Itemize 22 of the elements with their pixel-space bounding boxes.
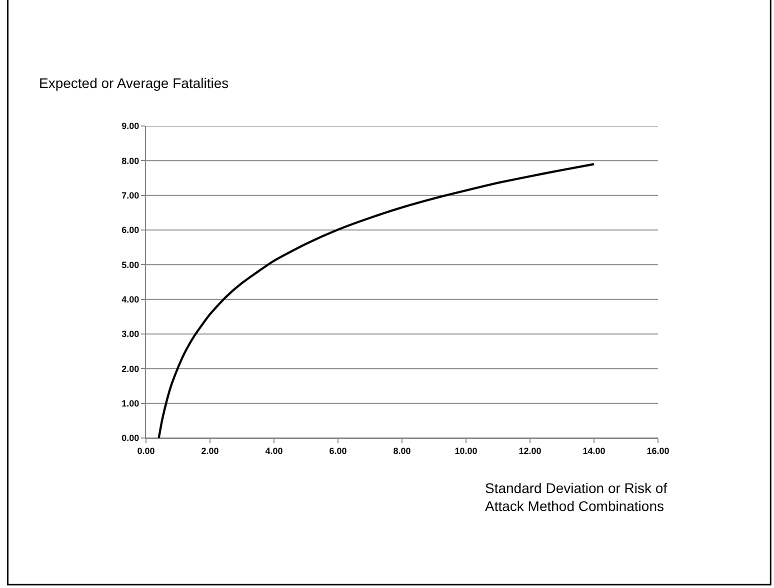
y-tick-label: 0.00 <box>122 433 140 444</box>
x-tick-label: 6.00 <box>329 446 347 456</box>
x-tick-label: 14.00 <box>582 446 606 456</box>
y-tick-label: 6.00 <box>122 225 140 236</box>
y-tick-label: 8.00 <box>122 156 140 166</box>
y-tick-label: 2.00 <box>122 364 140 374</box>
x-tick-label: 2.00 <box>201 446 219 456</box>
x-axis-title: Standard Deviation or Risk of Attack Method Combinations <box>485 480 668 514</box>
x-tick-label: 0.00 <box>137 446 155 456</box>
x-tick-label: 12.00 <box>518 446 542 456</box>
y-tick-label: 3.00 <box>122 329 140 340</box>
line-series <box>158 163 596 438</box>
y-axis-title: Expected or Average Fatalities <box>39 75 229 91</box>
y-tick-label: 4.00 <box>122 294 140 304</box>
y-tick-label: 1.00 <box>122 398 140 408</box>
x-tick-label: 16.00 <box>646 446 670 456</box>
x-tick-label: 10.00 <box>454 446 478 456</box>
y-tick-label: 9.00 <box>122 121 140 132</box>
x-tick-label: 4.00 <box>265 446 283 456</box>
x-tick-label: 8.00 <box>393 446 411 456</box>
y-tick-label: 7.00 <box>122 190 140 200</box>
y-tick-label: 5.00 <box>122 260 140 270</box>
